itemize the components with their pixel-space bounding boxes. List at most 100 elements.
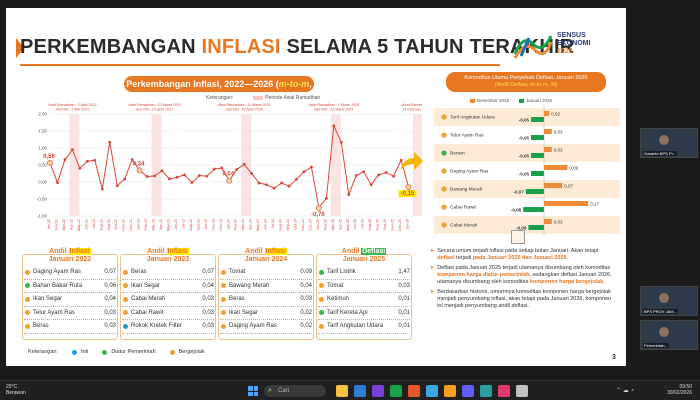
bar-label-jan: -0,05 (519, 172, 530, 177)
andil-header: Andil Inflasi Januari 2023 (122, 248, 214, 266)
ramadhan-swatch (253, 95, 264, 100)
bar-jan (531, 117, 544, 122)
andil-header-year: Januari 2022 (48, 256, 92, 263)
x-tick-label: Apr-24 (249, 219, 253, 230)
data-point (347, 193, 351, 196)
bar-dec (544, 219, 552, 224)
taskbar-app-icon[interactable] (354, 385, 366, 397)
title-underline (20, 64, 500, 66)
participant-avatar (659, 327, 669, 337)
taskbar-app-icon[interactable] (516, 385, 528, 397)
bar-jan (531, 135, 544, 140)
video-tile-1[interactable]: Susanto BPS Pr... (640, 128, 698, 158)
x-tick-label: Apr-22 (69, 219, 73, 230)
bar-label-dec: 0,02 (551, 112, 560, 117)
ramadhan-label: Idul Fitri : 10 April 2024 (226, 108, 263, 112)
category-dot-icon (319, 269, 324, 275)
system-tray-icon[interactable]: ⌃ ☁ ◔ (616, 388, 634, 394)
deflasi-bar-chart: Tarif Angkutan Udara 0,02 -0,05 Telur Ayam … (434, 106, 620, 236)
windows-start-icon[interactable] (248, 386, 258, 396)
x-tick-label: Jul-22 (92, 219, 96, 229)
data-point (354, 174, 358, 177)
data-point (369, 183, 373, 187)
slide-title: PERKEMBANGAN INFLASI SELAMA 5 TAHUN TERA… (20, 36, 575, 58)
data-point (235, 168, 239, 171)
highlight-point (226, 177, 233, 184)
andil-row: Cabai Rawit 0,03 (122, 307, 214, 320)
bullet-segment: komponen harga diatur pemerintah (437, 272, 530, 278)
row-band (434, 216, 620, 234)
ramadhan-label: Awal Ramadhan : 23 Maret 2023 (127, 103, 180, 107)
commodity-value: 0,06 (104, 282, 116, 289)
andil-header: Andil Deflasi Januari 2025 (318, 248, 410, 266)
commodity-name: Telur Ayam Ras (33, 309, 75, 316)
bullet-segment: , sedangkan deflasi Januari 2026, utaman… (437, 272, 612, 285)
x-tick-label: Apr-23 (159, 219, 163, 230)
data-point (190, 181, 194, 185)
ramadhan-label: Awal Ramadhan : 12 Maret 2024 (217, 103, 270, 107)
data-point (168, 177, 171, 181)
andil-header-year: Januari 2023 (146, 256, 190, 263)
taskbar-app-icon[interactable] (372, 385, 384, 397)
category-dot-icon (123, 323, 128, 329)
category-dot-icon (441, 204, 447, 210)
legend-dec: Desember 2025 (477, 98, 510, 103)
commodity-name: Daging Ayam Ras (33, 269, 81, 276)
taskbar-search[interactable]: Cari (264, 385, 326, 397)
data-label: 0,56 (43, 154, 55, 160)
x-tick-label: Jul-25 (361, 219, 365, 229)
data-point (100, 187, 104, 191)
taskbar-app-icon[interactable] (480, 385, 492, 397)
taskbar-app-icon[interactable] (390, 385, 402, 397)
taskbar-clock[interactable]: 09:50 30/02/2026 (666, 384, 692, 396)
data-point (153, 174, 156, 178)
andil-table-4: Andil Deflasi Januari 2025 Tarif Listrik 1,… (318, 248, 410, 334)
x-tick-label: Sep-25 (376, 219, 380, 231)
andil-header-pre: Andil (245, 248, 265, 255)
data-point (183, 173, 186, 177)
bar-label-dec: 0,03 (554, 220, 563, 225)
commodity-name: Tarif Angkutan Udara (327, 323, 384, 330)
x-tick-label: Jun-22 (84, 219, 88, 230)
logo-line-1: SENSUS (557, 32, 586, 39)
taskbar-app-icon[interactable] (444, 385, 456, 397)
x-tick-label: Mar-23 (152, 219, 156, 230)
andil-table-1: Andil Inflasi Januari 2022 Daging Ayam Ras… (24, 248, 116, 334)
andil-keterangan: Keterangan: Inti Diatur Pemerintah Berge… (28, 349, 205, 355)
category-dot-icon (441, 222, 447, 228)
bullet-text: Berdasarkan historis, umumnya komoditas … (437, 289, 616, 310)
commodity-name: Ikan Segar (33, 296, 63, 303)
arrow-right-icon (400, 152, 423, 170)
commodity-name: Tarif Listrik (327, 269, 356, 276)
data-point (339, 140, 343, 144)
bullet-item: Deflasi pada Januari 2025 terjadi utaman… (430, 265, 616, 286)
bergejolak-dot-icon (169, 349, 175, 355)
sensus-logo-icon (513, 35, 553, 59)
bar-jan (523, 207, 544, 212)
taskbar-app-icon[interactable] (408, 385, 420, 397)
taskbar-app-icon[interactable] (336, 385, 348, 397)
taskbar-app-icon[interactable] (498, 385, 510, 397)
data-point (85, 159, 89, 163)
x-tick-label: Jan-22 (47, 219, 51, 230)
bullet-item: Berdasarkan historis, umumnya komoditas … (430, 289, 616, 310)
data-point (362, 170, 366, 174)
x-tick-label: Feb-22 (54, 219, 58, 230)
video-tile-3[interactable]: Pemerintah... (640, 320, 698, 350)
andil-row: Ikan Segar 0,04 (122, 280, 214, 293)
data-label-bg (398, 190, 417, 198)
video-tile-2[interactable]: BPS PROV JAM... (640, 286, 698, 316)
data-point (280, 181, 283, 185)
andil-row: Tarif Kereta Api 0,01 (318, 307, 410, 320)
logo-line-3: 2026 (557, 48, 573, 55)
category-label: Bawang Merah (450, 187, 483, 193)
taskbar-app-icon[interactable] (426, 385, 438, 397)
weather-widget[interactable]: 29°C Berawan (6, 384, 26, 396)
x-tick-label: Nov-22 (122, 219, 126, 231)
data-label: -0,76 (311, 212, 325, 218)
andil-row: Tarif Listrik 1,47 (318, 266, 410, 280)
x-tick-label: Sep-22 (107, 219, 111, 231)
taskbar-app-icon[interactable] (462, 385, 474, 397)
category-label: Telur Ayam Ras (450, 133, 484, 139)
